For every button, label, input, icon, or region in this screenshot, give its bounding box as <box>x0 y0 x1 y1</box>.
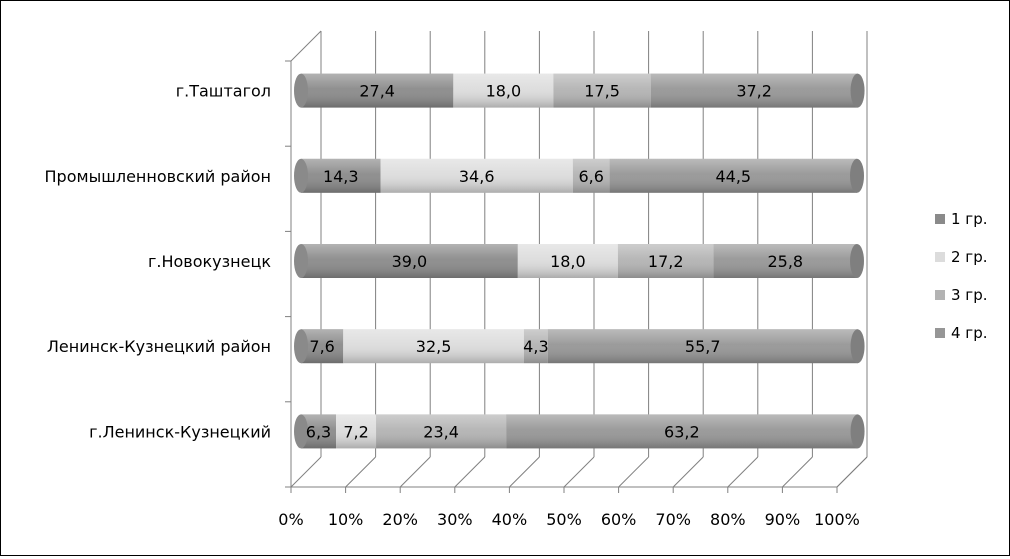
legend-swatch <box>935 290 945 300</box>
gridline-floor <box>672 456 704 488</box>
bar-segment-shade <box>380 158 573 193</box>
legend-label: 3 гр. <box>951 286 987 304</box>
bar-cap-right <box>850 73 865 108</box>
data-label: 37,2 <box>736 82 772 101</box>
gridline-floor <box>399 456 431 488</box>
bar-segment-shade <box>453 73 554 108</box>
category-label: г.Новокузнецк <box>148 252 271 271</box>
bar-segment-shade <box>301 329 344 364</box>
bar-segment-shade <box>517 244 618 278</box>
x-tick-label: 0% <box>278 510 303 529</box>
bar-segment-shade <box>713 244 857 278</box>
bar-cap-right-shade <box>850 158 864 193</box>
bar-cap-right-shade <box>850 73 865 108</box>
x-tick-label: 100% <box>814 510 860 529</box>
x-tick-label: 60% <box>601 510 637 529</box>
data-label: 44,5 <box>715 167 751 186</box>
legend-swatch <box>935 252 945 262</box>
bar-segment-shade <box>506 414 858 449</box>
legend-swatch <box>935 328 945 338</box>
bars-layer <box>294 73 865 449</box>
x-tick-label: 70% <box>655 510 691 529</box>
gridline-floor <box>290 456 322 488</box>
legend: 1 гр. 2 гр. 3 гр. 4 гр. <box>935 210 987 342</box>
data-label: 6,3 <box>306 422 331 441</box>
gridline-floor <box>345 456 376 488</box>
data-label: 32,5 <box>416 337 452 356</box>
gridline-floor <box>563 456 595 488</box>
bar-cap-right <box>850 329 865 364</box>
labels-layer: г.Таштагол 27,4 18,0 17,5 37,2 Промышленновск… <box>45 82 804 442</box>
bar-cap-right <box>850 414 865 449</box>
data-label: 14,3 <box>323 167 359 186</box>
category-label: г.Ленинск-Кузнецкий <box>89 422 271 441</box>
data-label: 34,6 <box>459 167 495 186</box>
x-tick-label: 20% <box>382 510 418 529</box>
data-label: 18,0 <box>550 252 586 271</box>
data-label: 7,2 <box>343 422 368 441</box>
bar-cap-right-shade <box>850 329 865 364</box>
gridline-floor <box>727 456 759 488</box>
data-label: 55,7 <box>685 337 721 356</box>
gridline-floor <box>509 456 540 488</box>
data-label: 25,8 <box>767 252 803 271</box>
gridline-floor <box>618 456 649 488</box>
bar-segment-shade <box>553 73 651 108</box>
bar-cap-left <box>294 244 308 278</box>
bar-segment-shade <box>336 414 377 449</box>
bar-segment-shade <box>343 329 524 364</box>
data-label: 23,4 <box>423 422 459 441</box>
x-tick-label: 10% <box>328 510 364 529</box>
bar-segment-shade <box>376 414 507 449</box>
bar-cap-right-shade <box>850 244 864 278</box>
data-label: 39,0 <box>392 252 428 271</box>
data-label: 17,5 <box>584 82 620 101</box>
bar-cap-left <box>294 73 308 108</box>
bar-cap-left <box>294 329 308 364</box>
bar-segment-shade <box>650 73 858 108</box>
legend-label: 1 гр. <box>951 210 987 228</box>
wall-edge <box>290 30 322 62</box>
gridline-floor <box>782 456 813 488</box>
x-tick-label: 90% <box>765 510 801 529</box>
bar-cap-left <box>294 414 308 449</box>
category-label: Промышленновский район <box>45 167 271 186</box>
bar-segment-shade <box>301 158 381 193</box>
data-label: 17,2 <box>648 252 684 271</box>
bar-segment-shade <box>572 158 610 193</box>
category-label: Ленинск-Кузнецкий район <box>47 337 271 356</box>
x-tick-label: 40% <box>492 510 528 529</box>
bar-cap-right <box>850 244 864 278</box>
legend-label: 4 гр. <box>951 324 987 342</box>
bar-segment-shade <box>523 329 548 364</box>
data-label: 4,3 <box>523 337 548 356</box>
category-label: г.Таштагол <box>176 82 271 101</box>
data-label: 18,0 <box>486 82 522 101</box>
x-tick-label: 30% <box>437 510 473 529</box>
data-label: 27,4 <box>359 82 395 101</box>
bar-segment-shade <box>301 244 518 278</box>
data-label: 63,2 <box>664 422 700 441</box>
floor-edge <box>836 456 868 488</box>
x-tick-label: 50% <box>546 510 582 529</box>
bar-segment-shade <box>609 158 857 193</box>
x-tick-label: 80% <box>710 510 746 529</box>
bar-cap-right-shade <box>850 414 865 449</box>
bar-segment-shade <box>301 73 454 108</box>
bar-segment-shade <box>617 244 714 278</box>
legend-label: 2 гр. <box>951 248 987 266</box>
bar-cap-left <box>294 158 308 193</box>
legend-swatch <box>935 214 945 224</box>
bar-cap-right <box>850 158 864 193</box>
bar-segment-shade <box>547 329 858 364</box>
data-label: 6,6 <box>579 167 604 186</box>
data-label: 7,6 <box>309 337 334 356</box>
gridline-floor <box>454 456 486 488</box>
